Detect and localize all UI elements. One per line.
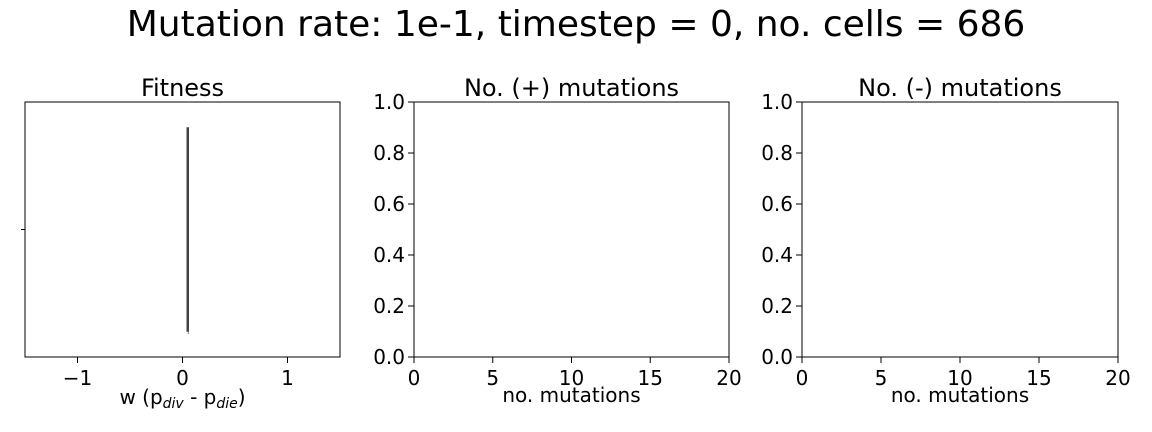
chart-title: No. (+) mutations [464,74,679,102]
plot-area [801,101,1119,358]
y-tick-label: 0.6 [761,192,793,216]
x-tick-label: 0 [408,366,421,390]
x-tick-label: −1 [63,366,92,390]
chart-panel-2: No. (+) mutations 0 5 10 15 20 0.0 0.2 0.4 0.6 0.8… [373,74,742,407]
x-tick-label: 1 [281,366,294,390]
x-tick-label: 0 [176,366,189,390]
chart-panel-1: Fitness −1 0 1 w (pdiv - pdie) [21,74,341,412]
violin-body [186,127,189,332]
chart-title: Fitness [141,74,224,102]
y-tick-label: 0.0 [761,345,793,369]
x-axis-label: w (pdiv - pdie) [119,385,245,412]
plot-area [24,101,341,358]
y-tick-label: 0.2 [373,294,405,318]
y-tick-label: 1.0 [373,90,405,114]
x-tick-label: 10 [559,366,584,390]
y-tick-label: 0.8 [761,141,793,165]
x-tick-label: 0 [796,366,809,390]
x-tick-label: 10 [947,366,972,390]
y-tick-label: 0.8 [373,141,405,165]
chart-title: No. (-) mutations [858,74,1062,102]
x-axis-label-part: w (p [119,385,162,409]
plot-area [413,101,730,358]
x-tick-label: 5 [486,366,499,390]
x-axis-label-part: div [163,396,185,412]
y-tick-label: 0.4 [761,243,793,267]
x-axis-label: no. mutations [891,383,1029,407]
x-tick-label: 15 [1026,366,1051,390]
x-axis-label-part: ) [238,385,246,409]
x-tick-label: 5 [875,366,888,390]
y-tick-label: 0.6 [373,192,405,216]
x-axis-label: no. mutations [502,383,640,407]
x-axis-label-part: die [216,396,237,412]
y-tick-label: 0.4 [373,243,405,267]
figure-suptitle: Mutation rate: 1e-1, timestep = 0, no. c… [127,4,1026,45]
x-tick-label: 20 [716,366,741,390]
x-axis-label-part: - p [184,385,217,409]
x-tick-label: 20 [1105,366,1130,390]
chart-panel-3: No. (-) mutations 0 5 10 15 20 0.0 0.2 0.4 0.6 0.8… [761,74,1131,407]
y-tick-label: 0.0 [373,345,405,369]
y-tick-label: 0.2 [761,294,793,318]
x-tick-label: 15 [638,366,663,390]
y-tick-label: 1.0 [761,90,793,114]
